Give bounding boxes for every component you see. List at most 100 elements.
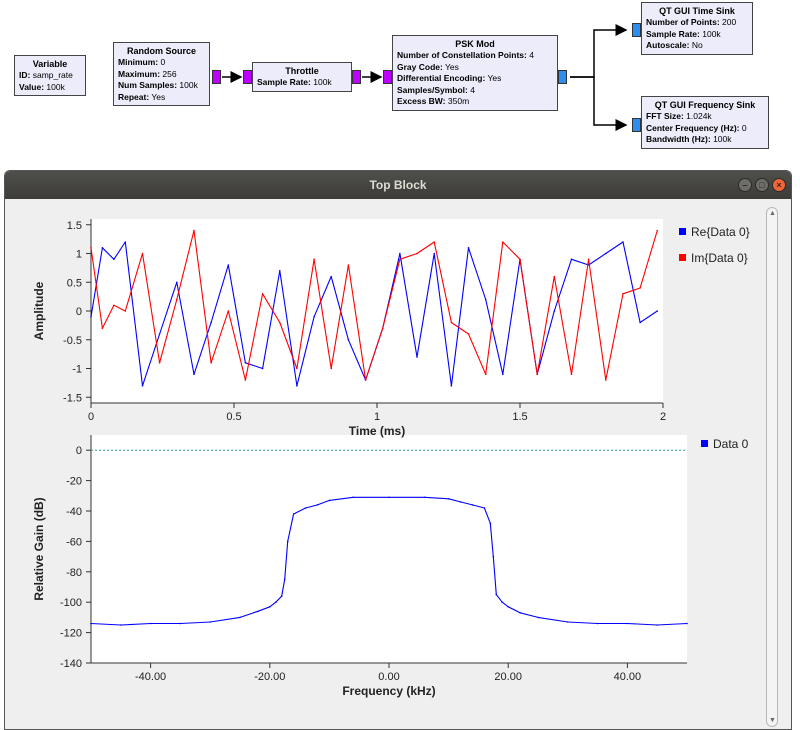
top-block-window: Top Block – □ × 1.5 1 0.5 0 -0.5 -1 -1.5 0 0.5 1 1… [4,170,792,730]
data-point [471,504,474,506]
data-point [296,385,298,387]
block-title: QT GUI Frequency Sink [654,100,756,110]
minimize-button[interactable]: – [738,178,752,192]
data-point [227,310,230,312]
data-point [179,622,182,625]
y-tick-label: 1.5 [67,220,82,232]
random-source-block[interactable]: Random Source Minimum: 0 Maximum: 256 Nu… [113,42,210,106]
block-param: Differential Encoding: Yes [397,73,502,83]
data-point [176,281,178,284]
y-tick-label: -60 [66,536,82,548]
data-point [492,555,495,558]
time-sink-in-port[interactable] [632,23,641,37]
x-tick-label: -40.00 [135,671,166,683]
data-point [261,293,264,295]
window-client-area: 1.5 1 0.5 0 -0.5 -1 -1.5 0 0.5 1 1.5 2 Time (ms) Ampl… [5,199,791,729]
block-param: Number of Constellation Points: 4 [397,50,534,60]
variable-block[interactable]: Variable ID: samp_rate Value: 100k [14,55,86,96]
block-param: Autoscale: No [646,40,703,50]
data-point [279,270,281,272]
data-point [158,333,161,335]
data-point [193,229,195,232]
scroll-down-arrow[interactable]: ▼ [769,717,776,724]
time-sink-block[interactable]: QT GUI Time Sink Number of Points: 200 S… [641,2,753,55]
data-point [502,373,504,376]
y-tick-label: 0 [76,445,82,457]
y-tick-label: -0.5 [63,335,82,347]
y-tick-label: -80 [66,567,82,579]
throttle-out-port[interactable] [352,70,361,84]
y-tick-label: -140 [60,658,82,670]
legend-label: Re{Data 0} [691,225,750,239]
data-point [352,496,355,499]
throttle-in-port[interactable] [243,70,252,84]
scroll-up-arrow[interactable]: ▲ [769,210,776,217]
data-point [239,616,241,619]
x-axis-label: Time (ms) [349,424,405,438]
block-title: Throttle [285,66,319,76]
y-tick-label: 0.5 [67,277,82,289]
window-titlebar[interactable]: Top Block – □ × [5,171,791,199]
legend-item[interactable]: Im{Data 0} [679,251,748,265]
data-point [587,258,590,261]
series-line [90,496,688,626]
block-param: Bandwidth (Hz): 100k [646,134,732,144]
data-point [113,258,115,261]
psk-mod-out-port[interactable] [558,70,567,84]
data-point [283,578,286,581]
legend-label: Data 0 [713,437,749,451]
block-param: Excess BW: 350m [397,96,470,106]
data-point [381,327,384,330]
data-point [686,622,688,625]
data-point [622,241,624,243]
freq-plot-background [91,435,687,663]
data-point [626,622,629,625]
legend-label: Im{Data 0} [691,251,748,265]
legend-swatch [701,440,708,447]
psk-mod-in-port[interactable] [383,70,392,84]
data-point [447,498,450,500]
data-point [90,316,92,318]
data-point [286,540,289,543]
x-tick-label: 1.5 [512,411,527,423]
throttle-block[interactable]: Throttle Sample Rate: 100k [252,62,352,92]
data-point [467,333,470,335]
legend-item[interactable]: Re{Data 0} [679,225,750,239]
freq-sink-in-port[interactable] [632,118,641,132]
freq-sink-block[interactable]: QT GUI Frequency Sink FFT Size: 1.024k C… [641,96,769,149]
data-point [622,293,624,295]
data-point [570,258,573,261]
data-point [656,624,658,626]
close-button[interactable]: × [772,178,786,192]
x-tick-label: 2 [660,411,666,423]
data-point [149,622,152,625]
y-tick-label: -1 [72,364,82,376]
maximize-button[interactable]: □ [755,178,769,192]
block-param: Num Samples: 100k [118,80,198,90]
data-point [244,362,247,364]
data-point [313,258,315,261]
data-point [101,327,104,330]
plots-svg: 1.5 1 0.5 0 -0.5 -1 -1.5 0 0.5 1 1.5 2 Time (ms) Ampl… [32,219,688,698]
data-point [639,321,641,324]
data-point [124,310,127,312]
legend-item[interactable]: Data 0 [701,437,748,451]
data-point [519,258,521,261]
data-point [296,367,298,370]
block-param: Center Frequency (Hz): 0 [646,122,747,133]
vertical-scrollbar[interactable]: ▲ ▼ [766,207,778,727]
data-point [90,247,92,249]
psk-mod-block[interactable]: PSK Mod Number of Constellation Points: … [392,35,558,111]
x-axis-label: Frequency (kHz) [342,684,435,698]
y-tick-label: -20 [66,476,82,488]
data-point [388,496,390,499]
random-source-out-port[interactable] [212,70,221,84]
data-point [424,496,426,499]
data-point [269,606,271,608]
data-point [328,499,331,502]
block-param: Sample Rate: 100k [646,28,721,39]
data-point [553,275,556,278]
x-tick-label: 0.5 [226,411,241,423]
series-line [90,229,658,381]
data-point [399,258,401,261]
